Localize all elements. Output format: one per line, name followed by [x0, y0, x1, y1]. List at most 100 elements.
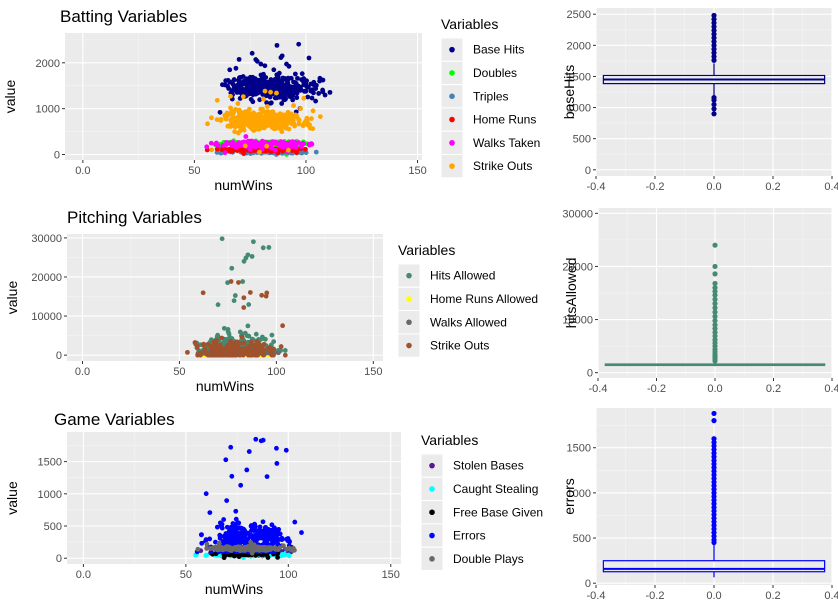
- data-point: [298, 87, 304, 93]
- x-axis-label: numWins: [214, 177, 272, 193]
- chart-title: Game Variables: [54, 410, 175, 429]
- box-outlier: [711, 533, 717, 539]
- data-point: [212, 352, 218, 358]
- legend-swatch: [406, 296, 412, 302]
- box-outlier: [711, 537, 717, 543]
- data-point: [253, 57, 259, 62]
- x-tick-label: 0.0: [707, 383, 722, 395]
- legend-title: Variables: [398, 242, 455, 258]
- data-point: [226, 86, 232, 91]
- data-point: [272, 530, 278, 536]
- data-point: [276, 83, 282, 88]
- data-point: [279, 53, 285, 59]
- data-point: [245, 323, 251, 329]
- box-outlier: [711, 443, 717, 449]
- data-point: [228, 93, 233, 99]
- data-point: [262, 88, 268, 94]
- legend-swatch: [449, 46, 455, 53]
- data-point: [260, 519, 266, 525]
- data-point: [306, 55, 312, 61]
- data-point: [254, 85, 260, 90]
- y-tick-label: 2500: [567, 9, 591, 21]
- data-point: [283, 82, 288, 88]
- y-axis-label: hitsAllowed: [563, 258, 579, 329]
- data-point: [264, 290, 270, 296]
- data-point: [214, 117, 220, 122]
- data-point: [243, 545, 249, 551]
- data-point: [251, 128, 257, 133]
- box-outlier: [711, 12, 717, 19]
- box-outlier: [712, 280, 718, 287]
- data-point: [235, 547, 241, 553]
- data-point: [199, 532, 204, 538]
- legend-label: Errors: [453, 529, 486, 543]
- data-point: [223, 457, 229, 463]
- data-point: [279, 101, 285, 106]
- data-point: [205, 341, 211, 347]
- legend-swatch: [429, 462, 435, 469]
- data-point: [241, 127, 247, 133]
- data-point: [221, 555, 227, 561]
- box-outlier: [712, 263, 718, 270]
- box-outlier: [712, 285, 718, 291]
- data-point: [221, 517, 227, 522]
- data-point: [244, 467, 250, 473]
- data-point: [256, 350, 262, 356]
- box-outlier: [711, 530, 717, 536]
- data-point: [262, 63, 268, 69]
- y-tick-label: 2000: [567, 40, 591, 52]
- data-point: [317, 75, 323, 81]
- data-point: [274, 461, 280, 466]
- legend-swatch: [449, 93, 455, 100]
- data-point: [246, 333, 252, 339]
- x-tick-label: 50: [180, 569, 192, 581]
- data-point: [247, 81, 253, 87]
- y-axis-label: value: [2, 80, 18, 114]
- data-point: [198, 352, 203, 358]
- data-point: [204, 546, 210, 551]
- data-point: [303, 88, 309, 94]
- data-point: [253, 436, 259, 442]
- data-point: [272, 525, 277, 531]
- y-tick-label: 20000: [562, 261, 593, 273]
- data-point: [310, 108, 316, 114]
- legend-swatch: [429, 532, 435, 539]
- x-axis-label: numWins: [196, 378, 254, 394]
- box-outlier: [711, 454, 717, 460]
- data-point: [263, 536, 269, 542]
- data-point: [257, 535, 262, 541]
- data-point: [241, 532, 247, 537]
- data-point: [286, 126, 292, 132]
- x-tick-label: 0.4: [824, 181, 838, 193]
- data-point: [314, 82, 319, 88]
- data-point: [230, 81, 236, 87]
- data-point: [235, 82, 241, 88]
- data-point: [272, 147, 278, 153]
- x-tick-label: 100: [297, 165, 315, 177]
- data-point: [289, 115, 294, 121]
- box-outlier: [712, 325, 718, 332]
- data-point: [269, 522, 275, 528]
- box-outlier: [711, 410, 717, 417]
- data-point: [281, 116, 287, 122]
- data-point: [301, 95, 307, 101]
- box-outlier: [712, 296, 718, 302]
- data-point: [261, 139, 267, 145]
- data-point: [275, 74, 281, 80]
- y-tick-label: 0: [56, 553, 62, 565]
- data-point: [280, 543, 286, 549]
- data-point: [243, 350, 249, 356]
- data-point: [228, 525, 234, 531]
- data-point: [264, 119, 270, 125]
- data-point: [296, 121, 302, 127]
- data-point: [294, 90, 300, 96]
- data-point: [279, 129, 285, 135]
- box-outlier: [711, 493, 717, 500]
- box-outlier: [712, 309, 718, 315]
- data-point: [274, 90, 279, 96]
- box-outlier: [711, 39, 717, 45]
- box-outlier: [711, 106, 717, 112]
- pitching-points: [185, 236, 288, 358]
- box-outlier: [711, 101, 717, 108]
- data-point: [224, 110, 230, 116]
